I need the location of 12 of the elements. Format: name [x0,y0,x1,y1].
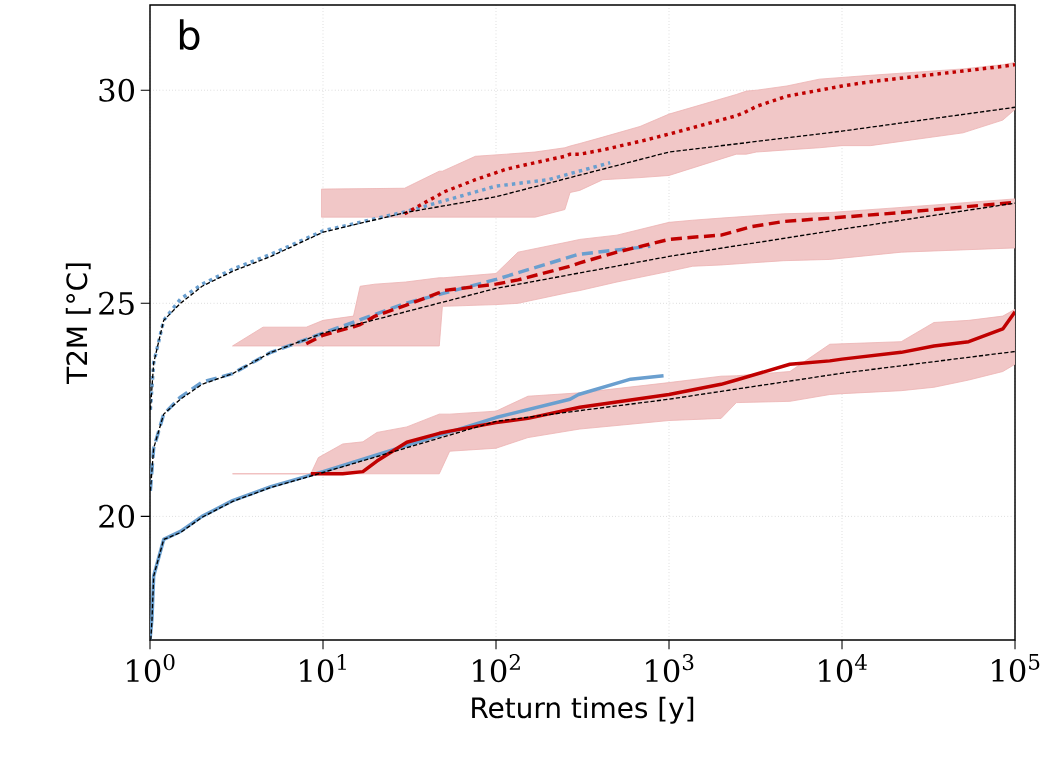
x-axis-title: Return times [y] [472,696,694,724]
x-tick-label: 10$^{0}$ [127,653,175,683]
x-tick-label: 10$^{5}$ [992,653,1040,683]
y-axis-title: T2M [°C] [65,263,91,385]
x-tick-label: 10$^{1}$ [300,653,346,683]
x-tick-label: 10$^{3}$ [646,653,694,683]
x-tick-label: 10$^{4}$ [819,653,867,683]
annotation: b [179,19,200,51]
y-tick-label: 25 [99,291,134,315]
y-tick-label: 20 [99,504,135,528]
x-tick-label: 10$^{2}$ [473,653,520,683]
y-tick-label: 30 [99,78,135,102]
